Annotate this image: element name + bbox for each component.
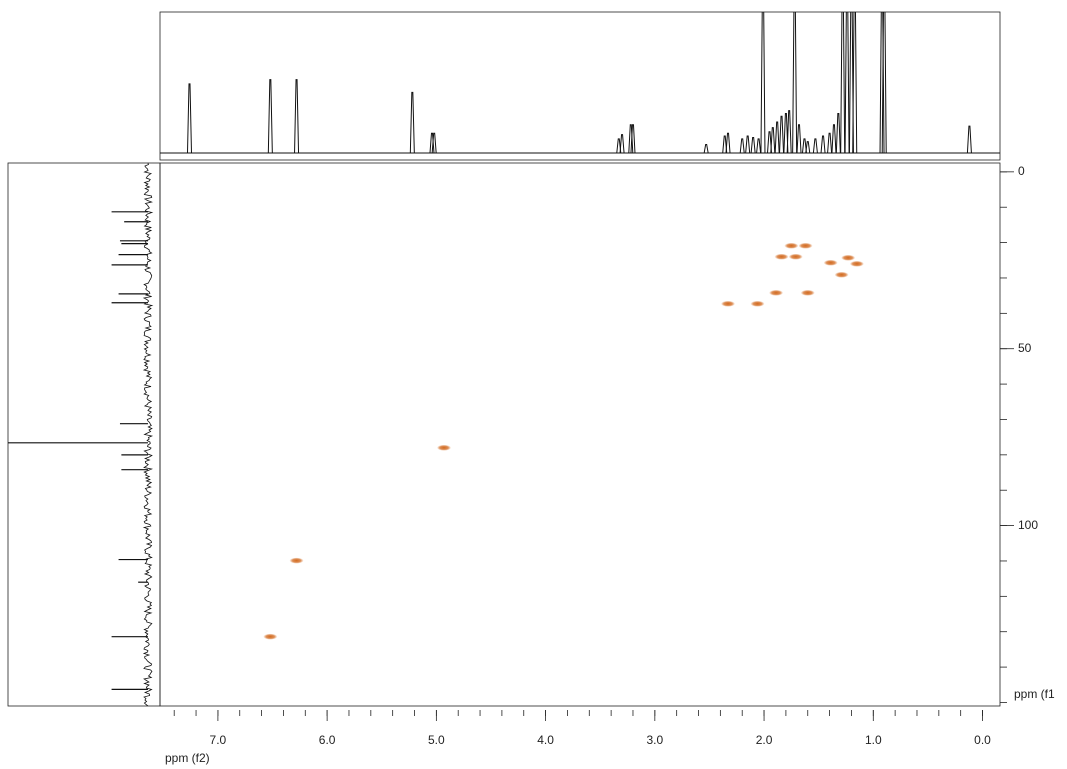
y-tick-label: 0 [1018, 164, 1025, 178]
cross-peak [721, 300, 736, 307]
plot-frame [159, 162, 1001, 707]
top-projection-frame [159, 11, 1001, 161]
proton-peak [725, 132, 731, 153]
proton-peak [431, 132, 437, 153]
proton-peak [792, 12, 798, 153]
proton-peak [294, 79, 300, 153]
proton-peak [774, 121, 780, 153]
y-tick-label: 50 [1018, 341, 1032, 355]
cross-peak [437, 444, 452, 451]
x-tick-label: 4.0 [537, 733, 554, 747]
x-tick-label: 1.0 [865, 733, 882, 747]
x-tick-label: 5.0 [428, 733, 445, 747]
cross-peak [788, 253, 803, 260]
y-tick-label: 100 [1018, 518, 1038, 532]
proton-peak [844, 12, 850, 153]
cross-peak [834, 271, 849, 278]
proton-peak [840, 12, 846, 153]
cross-peak [800, 289, 815, 296]
proton-peak [831, 124, 837, 153]
proton-peak [770, 127, 776, 153]
top-projection [160, 12, 1000, 154]
left-projection [8, 163, 154, 706]
cross-peak [798, 242, 813, 249]
proton-peak [619, 134, 625, 153]
proton-peak [703, 143, 709, 154]
proton-peak [750, 136, 756, 154]
proton-peak [835, 112, 841, 153]
plot-area [263, 242, 864, 640]
proton-peak [786, 110, 792, 153]
proton-peak [722, 135, 728, 153]
proton-peak [616, 138, 622, 154]
cross-peak [841, 254, 856, 261]
y-axis-label: ppm (f1 [1014, 687, 1055, 701]
proton-peak [756, 138, 762, 154]
proton-peak [745, 135, 751, 153]
proton-peak [820, 135, 826, 153]
cross-peak [289, 557, 304, 564]
x-tick-label: 3.0 [646, 733, 663, 747]
cross-peak [769, 289, 784, 296]
left-projection-frame [7, 162, 161, 707]
proton-peak [409, 91, 415, 153]
proton-peak [966, 125, 972, 153]
cross-peak [849, 260, 864, 267]
x-tick-label: 7.0 [210, 733, 227, 747]
x-axis-label: ppm (f2) [165, 751, 210, 765]
proton-peak [760, 12, 766, 153]
proton-peak [783, 112, 789, 153]
x-tick-label: 2.0 [756, 733, 773, 747]
proton-peak [767, 131, 773, 153]
x-tick-label: 6.0 [319, 733, 336, 747]
proton-peak [630, 124, 636, 153]
cross-peak [784, 242, 799, 249]
proton-peak [779, 115, 785, 153]
proton-peak [739, 138, 745, 154]
proton-peak [805, 141, 811, 154]
proton-peak [801, 138, 807, 154]
proton-peak [848, 12, 854, 153]
proton-peak [852, 12, 858, 153]
proton-peak [796, 124, 802, 153]
proton-peak [267, 79, 273, 153]
proton-peak [827, 132, 833, 153]
x-tick-label: 0.0 [974, 733, 991, 747]
proton-peak [186, 83, 192, 153]
proton-peak [881, 12, 887, 153]
cross-peak [750, 300, 765, 307]
proton-peak [812, 138, 818, 154]
cross-peak [263, 633, 278, 640]
cross-peak [823, 259, 838, 266]
cross-peak [774, 253, 789, 260]
noise-baseline [142, 163, 154, 706]
